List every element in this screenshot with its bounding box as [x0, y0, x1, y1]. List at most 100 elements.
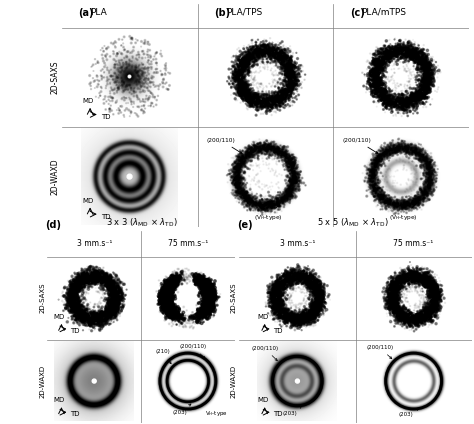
- Point: [401, 101, 408, 108]
- Point: [425, 291, 433, 298]
- Point: [288, 173, 296, 180]
- Point: [233, 164, 240, 171]
- Point: [316, 310, 323, 317]
- Point: [202, 306, 210, 312]
- Point: [102, 314, 109, 321]
- Point: [271, 200, 279, 206]
- Point: [239, 58, 246, 65]
- Point: [252, 104, 260, 111]
- Point: [303, 307, 311, 314]
- Point: [408, 197, 415, 204]
- Point: [277, 311, 285, 318]
- Point: [205, 304, 212, 310]
- Point: [163, 292, 170, 298]
- Point: [310, 286, 318, 293]
- Point: [285, 156, 293, 163]
- Point: [305, 286, 313, 293]
- Point: [183, 315, 191, 322]
- Point: [108, 310, 116, 316]
- Point: [199, 310, 206, 317]
- Point: [289, 98, 297, 105]
- Point: [201, 279, 208, 286]
- Point: [282, 187, 290, 194]
- Point: [291, 179, 298, 186]
- Point: [200, 291, 208, 298]
- Point: [404, 98, 411, 105]
- Point: [385, 54, 392, 61]
- Point: [252, 100, 259, 107]
- Point: [294, 171, 301, 178]
- Point: [68, 296, 75, 302]
- Point: [287, 316, 294, 323]
- Point: [277, 308, 285, 315]
- Point: [302, 293, 310, 299]
- Point: [292, 170, 299, 177]
- Point: [72, 296, 79, 303]
- Point: [247, 46, 255, 53]
- Point: [377, 97, 385, 103]
- Point: [412, 317, 420, 324]
- Point: [274, 312, 282, 319]
- Point: [170, 303, 177, 310]
- Point: [372, 68, 379, 75]
- Point: [191, 274, 198, 281]
- Point: [173, 314, 181, 321]
- Point: [413, 268, 421, 275]
- Point: [422, 280, 430, 287]
- Point: [268, 292, 275, 299]
- Point: [319, 294, 327, 301]
- Point: [277, 285, 284, 292]
- Point: [429, 288, 437, 295]
- Point: [416, 271, 423, 278]
- Point: [372, 189, 380, 196]
- Point: [68, 307, 76, 313]
- Point: [275, 202, 283, 209]
- Point: [235, 175, 242, 182]
- Point: [318, 280, 325, 287]
- Point: [401, 320, 408, 326]
- Point: [373, 187, 381, 193]
- Point: [181, 314, 189, 321]
- Point: [301, 313, 309, 320]
- Text: (d): (d): [45, 220, 61, 230]
- Point: [201, 285, 208, 292]
- Point: [236, 182, 243, 189]
- Point: [396, 100, 403, 106]
- Point: [255, 205, 263, 212]
- Point: [281, 94, 288, 100]
- Point: [382, 153, 390, 160]
- Point: [383, 47, 390, 54]
- Point: [267, 103, 275, 110]
- Point: [89, 279, 97, 285]
- Point: [203, 284, 210, 291]
- Point: [98, 276, 106, 283]
- Point: [105, 311, 112, 318]
- Point: [277, 314, 284, 321]
- Point: [76, 274, 84, 281]
- Point: [309, 297, 316, 304]
- Point: [232, 166, 239, 173]
- Point: [404, 48, 411, 55]
- Point: [166, 295, 173, 302]
- Point: [193, 319, 201, 326]
- Point: [109, 296, 116, 303]
- Point: [72, 310, 80, 317]
- Point: [137, 38, 145, 45]
- Point: [376, 93, 384, 100]
- Point: [386, 95, 393, 101]
- Point: [403, 48, 411, 55]
- Point: [413, 317, 421, 324]
- Point: [383, 289, 391, 296]
- Point: [210, 286, 218, 293]
- Point: [109, 304, 117, 311]
- Point: [313, 287, 320, 294]
- Point: [90, 318, 98, 324]
- Point: [202, 286, 210, 293]
- Point: [194, 310, 201, 316]
- Point: [200, 279, 207, 286]
- Point: [391, 281, 398, 287]
- Point: [82, 306, 90, 313]
- Point: [272, 54, 280, 61]
- Point: [237, 184, 245, 191]
- Point: [430, 295, 438, 302]
